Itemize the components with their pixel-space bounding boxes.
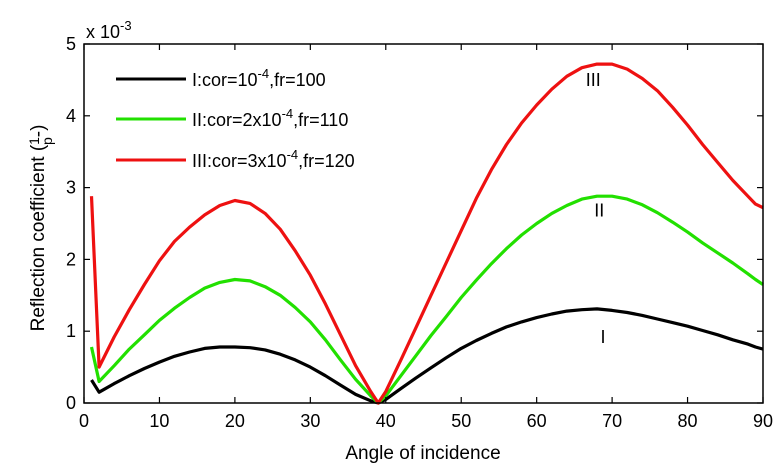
legend-label-2: II:cor=2x10-4,fr=110 (192, 106, 348, 130)
x-tick-label-1: 0 (79, 411, 89, 431)
legend-label-2-exp: -4 (282, 106, 294, 121)
y-tick-label-6: 5 (66, 34, 76, 54)
curve-annotation-3: I (601, 327, 606, 347)
legend-label-2-main: II:cor=2x10 (192, 110, 282, 130)
legend-label-3-tail: ,fr=120 (298, 151, 355, 171)
y-scale-exponent: -3 (120, 18, 132, 33)
y-axis-title-main: Reflection coefficient ( (28, 144, 49, 331)
axis-ticks: 0 10 20 30 40 50 60 70 80 90 0 1 2 3 4 5 (66, 34, 773, 431)
x-tick-label-5: 40 (376, 411, 396, 431)
x-tick-label-8: 70 (602, 411, 622, 431)
y-axis-title-tail: -) (28, 125, 49, 138)
y-scale-label: x 10 (86, 22, 120, 42)
y-scale-factor: x 10-3 (86, 18, 132, 42)
y-tick-label-2: 1 (66, 321, 76, 341)
x-tick-label-9: 80 (678, 411, 698, 431)
legend-label-1: I:cor=10-4,fr=100 (192, 66, 326, 90)
legend-label-3: III:cor=3x10-4,fr=120 (192, 147, 355, 171)
x-tick-label-4: 30 (300, 411, 320, 431)
legend-label-1-tail: ,fr=100 (269, 70, 326, 90)
x-tick-label-6: 50 (451, 411, 471, 431)
y-tick-label-3: 2 (66, 249, 76, 269)
legend-label-1-main: I:cor=10 (192, 70, 258, 90)
x-tick-label-2: 10 (149, 411, 169, 431)
x-tick-label-3: 20 (225, 411, 245, 431)
series-line-2 (89, 194, 764, 405)
legend-label-2-tail: ,fr=110 (293, 110, 348, 130)
y-tick-label-4: 3 (66, 178, 76, 198)
y-tick-label-1: 0 (66, 393, 76, 413)
curve-annotation-1: III (586, 70, 601, 90)
legend-label-1-exp: -4 (258, 66, 270, 81)
series-line-3 (89, 62, 764, 405)
legend-label-3-main: III:cor=3x10 (192, 151, 287, 171)
x-tick-label-7: 60 (527, 411, 547, 431)
x-tick-label-10: 90 (753, 411, 773, 431)
legend-label-3-exp: -4 (287, 147, 299, 162)
y-axis-title-symbol-sub: p (39, 137, 55, 145)
y-axis-title: Reflection coefficient (1p-) (26, 125, 55, 332)
x-axis-title: Angle of incidence (345, 443, 500, 464)
plot-frame (83, 43, 764, 404)
curve-annotation-2: II (594, 201, 604, 221)
y-axis-title-symbol-num: 1 (26, 137, 42, 145)
series-line-1 (90, 307, 764, 405)
y-tick-label-5: 4 (66, 106, 76, 126)
legend: I:cor=10-4,fr=100 II:cor=2x10-4,fr=110 I… (116, 66, 355, 171)
